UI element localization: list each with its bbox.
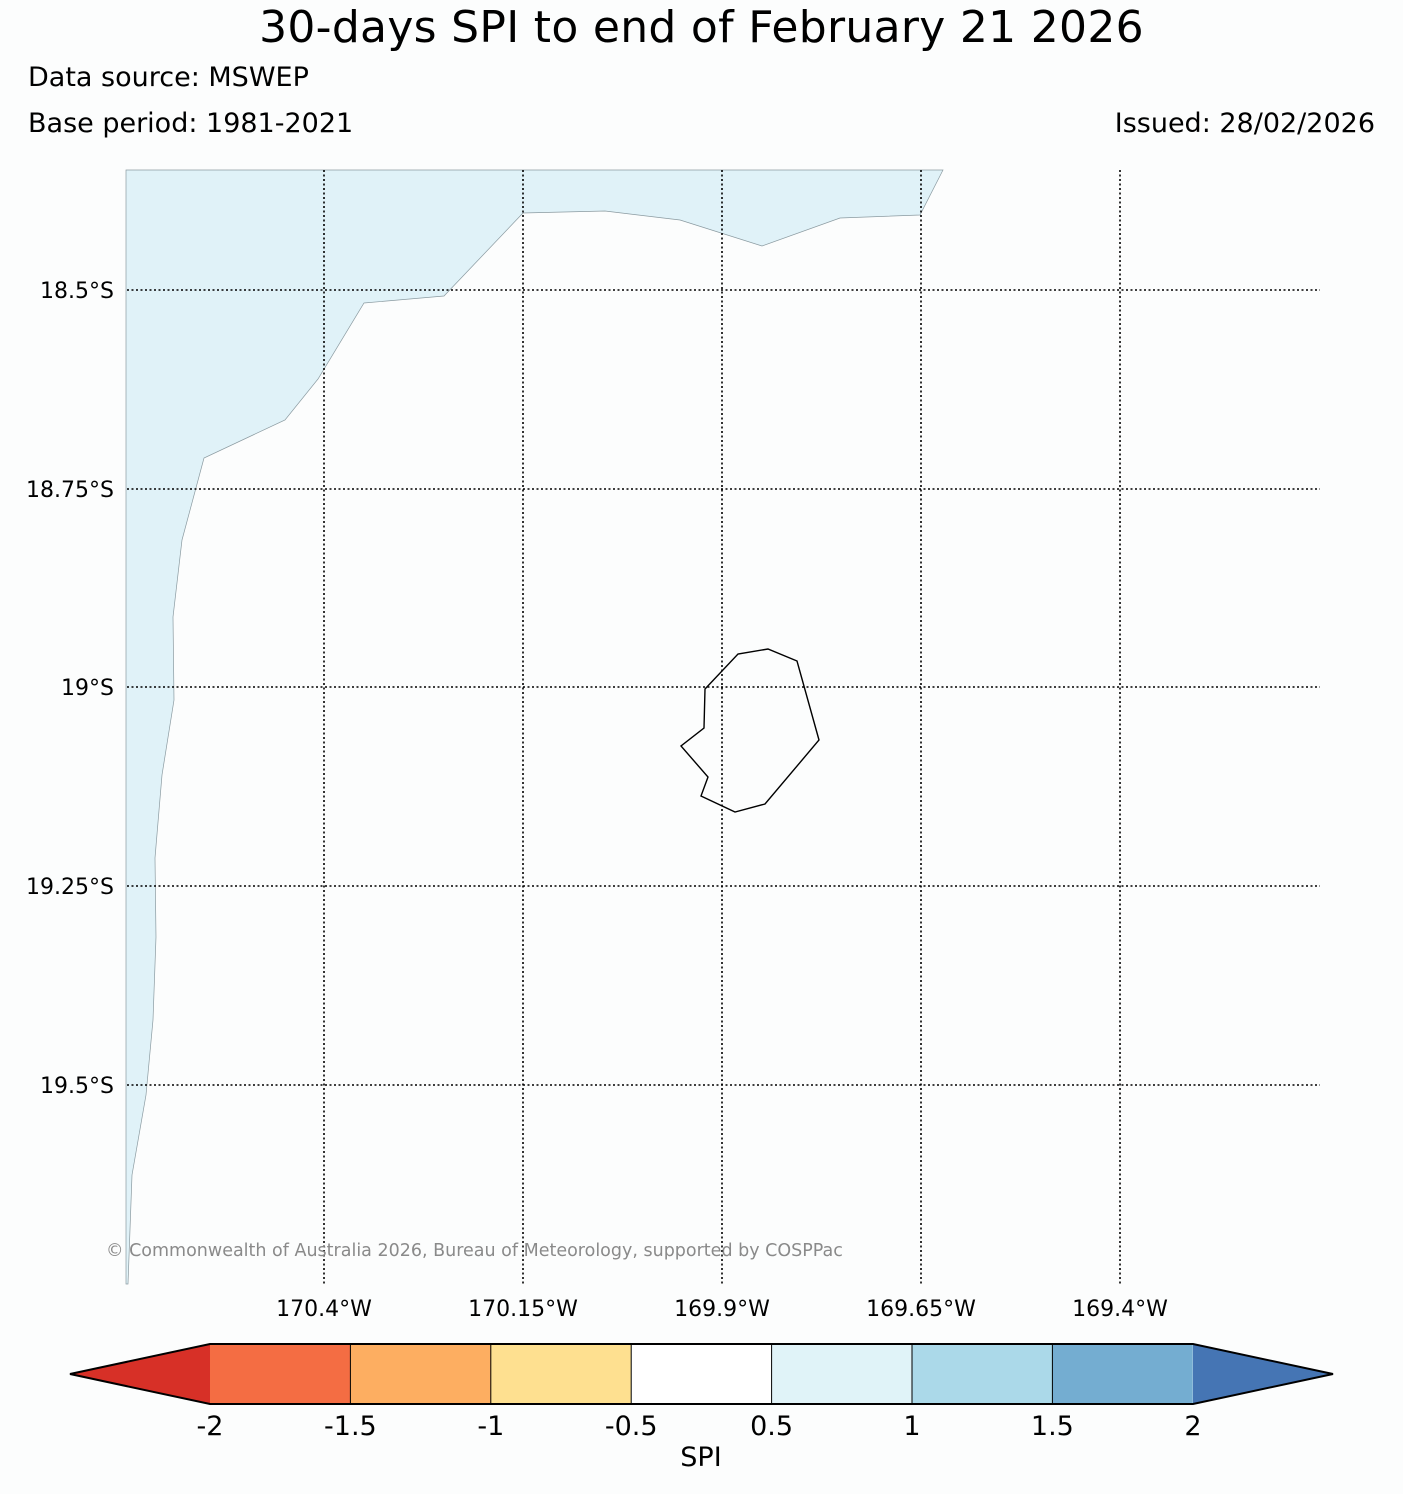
colorbar-extend-low <box>70 1344 210 1404</box>
lon-label: 170.15°W <box>468 1297 578 1322</box>
lon-label: 170.4°W <box>276 1297 372 1322</box>
lat-label: 18.5°S <box>40 279 114 304</box>
data-source-label: Data source: MSWEP <box>28 62 309 93</box>
map-title: 30-days SPI to end of February 21 2026 <box>259 2 1144 53</box>
lat-label: 19.25°S <box>26 875 114 900</box>
spi-shaded-region <box>125 169 944 1285</box>
colorbar-bin <box>350 1344 491 1404</box>
lon-label: 169.65°W <box>866 1297 976 1322</box>
colorbar-bin <box>490 1344 632 1404</box>
colorbar-tick-label: 1.5 <box>1031 1411 1074 1442</box>
lat-label: 18.75°S <box>26 478 114 503</box>
island-coastline <box>679 648 820 813</box>
base-period-label: Base period: 1981-2021 <box>28 108 354 139</box>
lat-label: 19.5°S <box>40 1074 114 1099</box>
colorbar-bin <box>1052 1344 1193 1404</box>
latitude-gridlines <box>127 289 1320 1086</box>
colorbar-bin <box>210 1344 351 1404</box>
colorbar-tick-label: -1 <box>477 1411 504 1442</box>
lon-label: 169.9°W <box>674 1297 770 1322</box>
colorbar-tick-label: 1 <box>903 1411 920 1442</box>
lon-label: 169.4°W <box>1072 1297 1168 1322</box>
lat-label: 19°S <box>61 676 114 701</box>
colorbar-tick-label: -1.5 <box>324 1411 377 1442</box>
colorbar-bin <box>771 1344 912 1404</box>
colorbar-tick-label: -0.5 <box>605 1411 658 1442</box>
colorbar-tick-label: -2 <box>197 1411 224 1442</box>
copyright-notice: © Commonwealth of Australia 2026, Bureau… <box>106 1241 843 1261</box>
longitude-gridlines <box>323 170 1121 1284</box>
colorbar: -2 -1.5 -1 -0.5 0.5 1 1.5 2 SPI <box>69 1343 1334 1473</box>
colorbar-axis-label: SPI <box>680 1442 721 1473</box>
issued-date-label: Issued: 28/02/2026 <box>1114 108 1375 139</box>
colorbar-bin <box>912 1344 1053 1404</box>
colorbar-outline <box>69 1343 1334 1405</box>
colorbar-extend-high <box>1193 1344 1333 1404</box>
colorbar-bin <box>631 1344 772 1404</box>
colorbar-tick-label: 0.5 <box>750 1411 793 1442</box>
colorbar-tick-label: 2 <box>1184 1411 1201 1442</box>
